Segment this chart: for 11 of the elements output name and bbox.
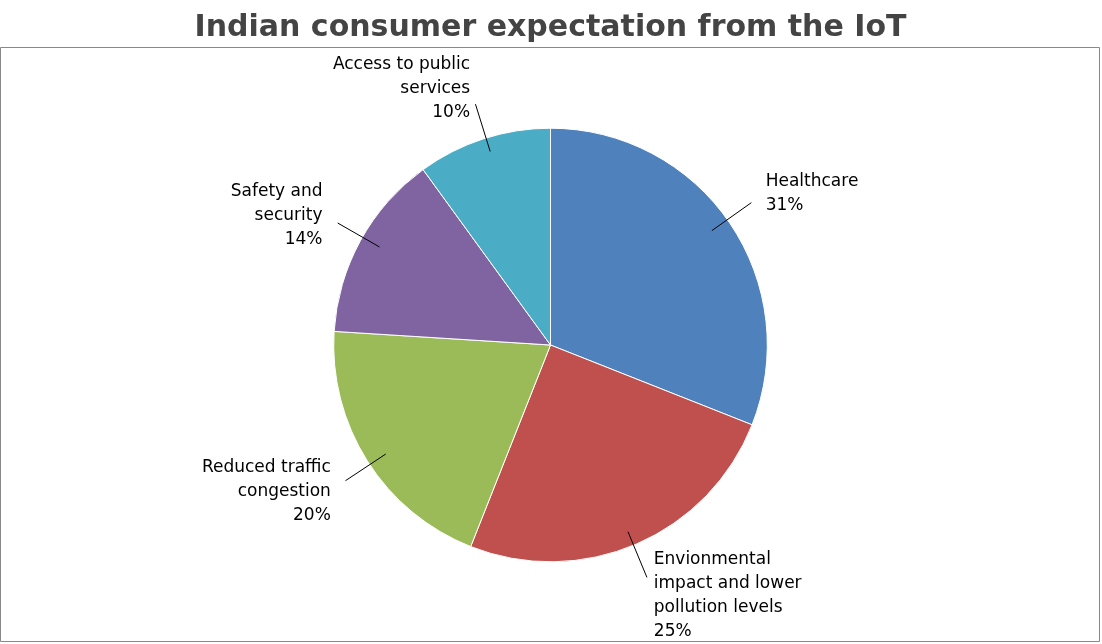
slice-label: Access to public services [332, 52, 471, 97]
data-label: 25% [653, 620, 692, 641]
slice-label: Healthcare [765, 170, 859, 191]
data-label: 14% [284, 228, 323, 249]
chart-title: Indian consumer expectation from the IoT [194, 7, 908, 43]
slice-label: Safety and security [230, 180, 323, 225]
slice-label: Reduced traffic congestion [201, 456, 331, 501]
data-label: 31% [765, 194, 804, 215]
data-label: 20% [293, 504, 331, 525]
data-label: 10% [432, 100, 471, 121]
slice-label: Envionmental impact and lower pollution levels [653, 548, 802, 617]
